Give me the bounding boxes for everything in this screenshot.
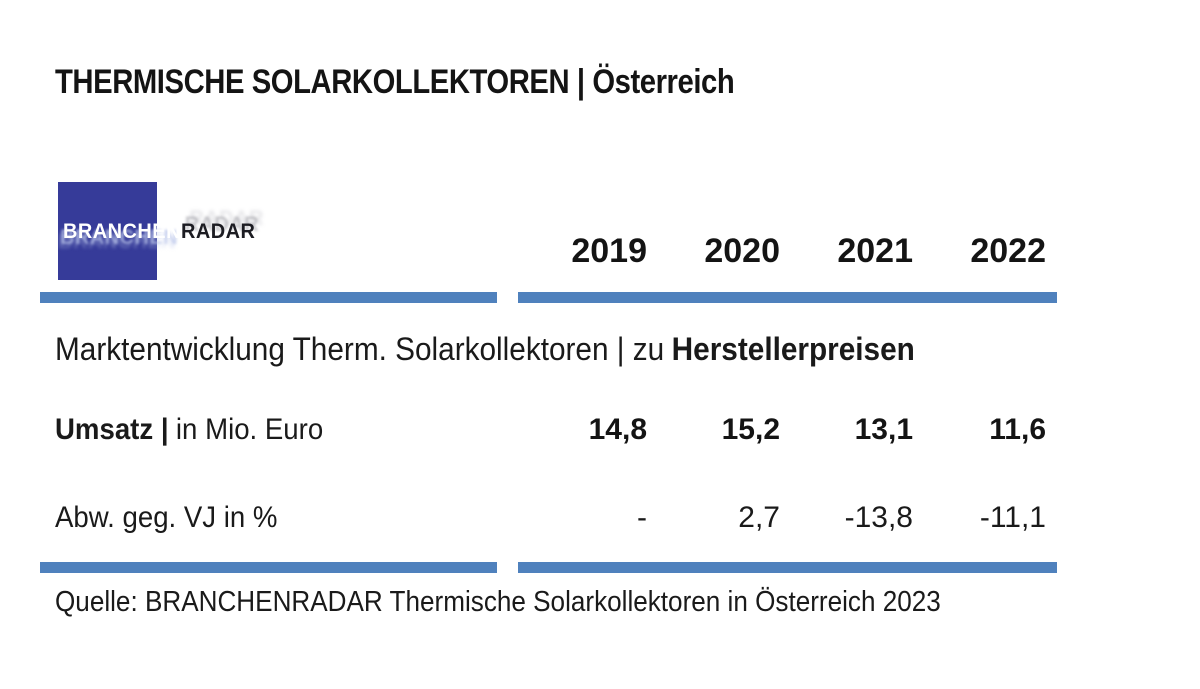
page-title: THERMISCHE SOLARKOLLEKTOREN | Österreich	[55, 63, 735, 101]
row-label-abw: Abw. geg. VJ in %	[55, 501, 277, 535]
year-header-2022: 2022	[970, 232, 1046, 270]
umsatz-label-bold: Umsatz |	[55, 413, 169, 446]
abw-value-2021: -13,8	[844, 501, 913, 534]
year-header-2020: 2020	[704, 232, 780, 270]
section-heading: Marktentwicklung Therm. Solarkollektoren…	[55, 331, 915, 367]
abw-value-2022: -11,1	[979, 501, 1046, 534]
branchenradar-logo-square	[58, 182, 157, 280]
umsatz-value-2021: 13,1	[854, 413, 913, 446]
umsatz-label-unit: in Mio. Euro	[175, 413, 324, 446]
divider-bar-top-right	[518, 292, 1057, 303]
logo-text-branchen: BRANCHEN	[63, 220, 181, 243]
logo-text-radar: RADAR	[180, 220, 256, 243]
section-heading-bold: Herstellerpreisen	[671, 331, 915, 367]
row-label-umsatz: Umsatz | in Mio. Euro	[55, 413, 323, 447]
umsatz-value-2020: 15,2	[721, 413, 780, 446]
year-header-2021: 2021	[837, 232, 913, 270]
abw-value-2019: -	[637, 501, 647, 534]
row-values-umsatz: 14,8 15,2 13,1 11,6	[514, 413, 1046, 447]
section-heading-regular: Marktentwicklung Therm. Solarkollektoren…	[55, 331, 665, 367]
branchenradar-logo-wordmark: BRANCHENRADAR	[63, 221, 255, 242]
source-line: Quelle: BRANCHENRADAR Thermische Solarko…	[55, 586, 941, 618]
abw-value-2020: 2,7	[738, 501, 780, 534]
abw-label: Abw. geg. VJ in %	[55, 501, 278, 534]
year-header-row: 2019 2020 2021 2022	[514, 233, 1046, 269]
umsatz-value-2019: 14,8	[588, 413, 647, 446]
divider-bar-bottom-left	[40, 562, 497, 573]
row-values-abw: - 2,7 -13,8 -11,1	[514, 501, 1046, 535]
divider-bar-bottom-right	[518, 562, 1057, 573]
divider-bar-top-left	[40, 292, 497, 303]
umsatz-value-2022: 11,6	[989, 413, 1046, 446]
year-header-2019: 2019	[571, 232, 647, 270]
